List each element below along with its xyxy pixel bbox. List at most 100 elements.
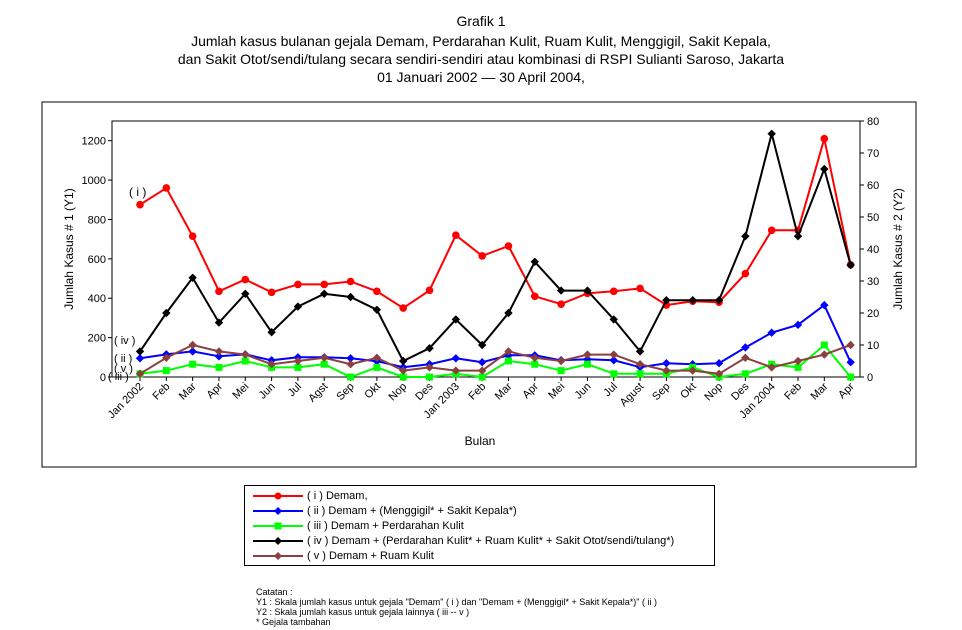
data-point-v: [135, 369, 145, 378]
data-point-v: [451, 366, 461, 375]
data-point-iv: [372, 305, 382, 314]
y1-tick-label: 200: [88, 333, 106, 345]
notes-footnote: * Gejala tambahan: [256, 617, 331, 627]
data-point-iii: [820, 341, 828, 349]
notes-y2: Y2 : Skala jumlah kasus untuk gejala lai…: [256, 607, 470, 617]
data-point-iv: [320, 289, 329, 298]
data-point-i: [741, 269, 750, 278]
data-point-iv: [662, 296, 671, 305]
series-line-iv: [139, 133, 852, 363]
chart-frame: [41, 101, 917, 468]
notes-heading: Catatan :: [256, 587, 293, 597]
data-point-iv: [504, 308, 513, 318]
y2-tick-label: 60: [867, 180, 879, 192]
chart-title-line-4: 01 Januari 2002 — 30 April 2004,: [377, 69, 585, 85]
data-point-i: [609, 287, 618, 296]
data-point-iv: [135, 347, 145, 356]
y1-tick-label: 600: [88, 254, 106, 266]
y1-tick-label: 400: [88, 293, 106, 305]
legend: ( i ) Demam, ( ii ) Demam + (Menggigil* …: [244, 485, 715, 566]
data-point-v: [504, 347, 513, 356]
legend-item-v: ( v ) Demam + Ruam Kulit: [245, 548, 714, 564]
data-point-iv: [741, 232, 750, 241]
series-line-ii: [139, 303, 852, 369]
y1-tick-label: 1000: [82, 175, 106, 187]
y1-tick-label: 800: [88, 214, 106, 226]
series-label-ii: ( ii ): [114, 353, 132, 365]
data-point-iv: [399, 356, 408, 366]
data-point-ii: [214, 352, 224, 361]
data-point-v: [346, 360, 355, 369]
data-point-ii: [135, 354, 145, 363]
data-point-i: [267, 288, 276, 297]
data-point-ii: [346, 354, 355, 363]
data-point-v: [846, 340, 855, 350]
data-point-iii: [373, 363, 381, 371]
data-point-iii: [636, 370, 644, 378]
data-point-iv: [767, 129, 776, 138]
data-point-iv: [583, 286, 592, 295]
legend-item-iv: ( iv ) Demam + (Perdarahan Kulit* + Ruam…: [245, 533, 714, 549]
data-point-i: [478, 252, 486, 260]
data-point-i: [346, 277, 355, 286]
data-point-ii: [793, 320, 803, 330]
data-point-iii: [531, 360, 539, 368]
series-line-iii: [139, 343, 852, 379]
data-point-ii: [609, 356, 618, 365]
legend-item-iii: ( iii ) Demam + Perdarahan Kulit: [245, 518, 714, 534]
y2-tick-label: 80: [867, 116, 879, 128]
data-point-iii: [320, 360, 328, 368]
notes: Catatan : Y1 : Skala jumlah kasus untuk …: [256, 587, 657, 627]
data-point-i: [162, 184, 171, 192]
data-point-ii: [820, 300, 829, 310]
y1-tick-label: 0: [100, 372, 106, 384]
data-point-v: [714, 369, 724, 378]
data-point-i: [557, 300, 565, 308]
data-point-v: [583, 350, 592, 359]
data-point-iv: [293, 302, 303, 311]
chart-title-line-1: Grafik 1: [456, 13, 506, 29]
data-point-ii: [741, 343, 750, 352]
data-point-iv: [635, 347, 645, 356]
y1-tick-label: 1200: [82, 136, 106, 148]
y2-tick-label: 0: [867, 372, 873, 384]
data-point-ii: [846, 358, 855, 367]
y2-tick-label: 30: [867, 276, 879, 288]
data-point-iv: [530, 257, 539, 266]
y2-tick-label: 20: [867, 308, 879, 320]
data-point-ii: [583, 355, 592, 364]
data-point-v: [741, 353, 750, 362]
data-point-v: [477, 366, 487, 375]
data-point-v: [530, 353, 539, 362]
data-point-iii: [399, 373, 407, 381]
chart-area: 02004006008001000120001020304050607080Ja…: [41, 101, 917, 468]
legend-swatch-v: [253, 552, 303, 560]
data-point-v: [820, 350, 829, 359]
data-point-v: [214, 347, 224, 356]
chart-title-line-2: Jumlah kasus bulanan gejala Demam, Perda…: [191, 33, 771, 49]
series-label-i: ( i ): [129, 185, 146, 199]
data-point-iv: [714, 296, 724, 305]
y2-tick-label: 10: [867, 340, 879, 352]
data-point-iii: [162, 367, 170, 375]
data-point-v: [162, 353, 171, 362]
data-point-iv: [846, 260, 855, 270]
legend-swatch-ii: [253, 507, 303, 515]
data-point-i: [136, 200, 144, 209]
legend-swatch-iv: [253, 537, 303, 545]
data-point-iv: [451, 315, 461, 324]
data-point-v: [793, 356, 803, 366]
data-point-i: [373, 287, 381, 296]
y1-axis-title: Jumlah Kasus # 1 (Y1): [62, 188, 76, 309]
legend-item-ii: ( ii ) Demam + (Menggigil* + Sakit Kepal…: [245, 503, 714, 519]
data-point-iv: [477, 340, 487, 350]
legend-label-i: ( i ) Demam,: [307, 490, 368, 502]
data-point-iii: [847, 373, 855, 381]
data-point-ii: [714, 359, 724, 368]
data-point-v: [662, 366, 671, 375]
data-point-v: [399, 366, 408, 375]
data-point-v: [556, 356, 566, 366]
data-point-iii: [557, 367, 565, 375]
data-point-iii: [504, 357, 512, 365]
data-point-iii: [189, 360, 197, 368]
